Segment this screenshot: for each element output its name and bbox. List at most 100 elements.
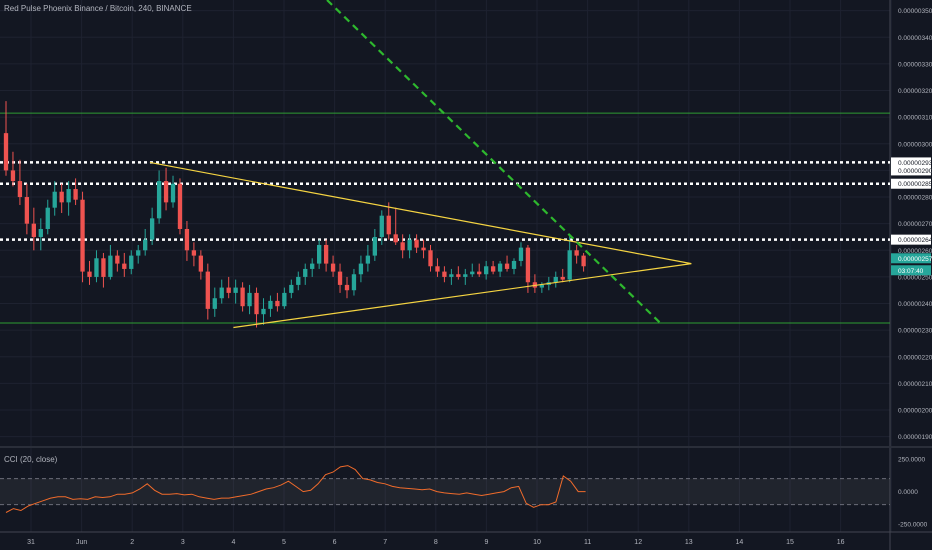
price-tick-label: 0.00000340 bbox=[898, 35, 932, 42]
candle bbox=[386, 215, 391, 235]
candle bbox=[45, 207, 50, 229]
candle bbox=[344, 284, 350, 291]
candle bbox=[3, 133, 9, 171]
price-tick-label: 0.00000250 bbox=[898, 274, 932, 281]
candle bbox=[330, 263, 336, 272]
candle bbox=[191, 250, 197, 256]
candle bbox=[567, 250, 572, 280]
candle bbox=[268, 300, 273, 309]
candle bbox=[323, 244, 329, 264]
candle bbox=[177, 183, 183, 229]
candle bbox=[470, 271, 475, 275]
candle bbox=[428, 250, 433, 267]
time-tick-label: 3 bbox=[181, 539, 185, 546]
time-tick-label: 10 bbox=[533, 539, 541, 546]
candle bbox=[289, 284, 294, 293]
candle bbox=[66, 189, 71, 203]
candle bbox=[163, 181, 169, 203]
time-tick-label: 15 bbox=[786, 539, 794, 546]
triangle-lower-line bbox=[233, 263, 692, 329]
candle bbox=[261, 308, 266, 315]
candle bbox=[303, 268, 308, 277]
price-badge bbox=[891, 234, 931, 245]
price-badge-label: 0.00000293 bbox=[898, 160, 932, 167]
candle bbox=[525, 247, 531, 283]
candle bbox=[87, 271, 92, 277]
time-tick-label: 12 bbox=[634, 539, 642, 546]
candle bbox=[205, 271, 210, 309]
candle bbox=[407, 239, 412, 251]
price-tick-label: 0.00000200 bbox=[898, 408, 932, 415]
candle bbox=[80, 199, 85, 272]
candle bbox=[477, 271, 482, 275]
time-tick-label: 6 bbox=[333, 539, 337, 546]
candle bbox=[560, 276, 565, 280]
candle bbox=[156, 181, 162, 219]
price-tick-label: 0.00000260 bbox=[898, 248, 932, 255]
candle bbox=[421, 247, 426, 251]
candle bbox=[129, 255, 134, 269]
candle bbox=[38, 228, 43, 237]
candle bbox=[463, 274, 468, 277]
candle bbox=[574, 250, 579, 256]
trend-line bbox=[326, 0, 661, 323]
time-tick-label: 14 bbox=[736, 539, 744, 546]
candle bbox=[442, 271, 447, 277]
candle bbox=[497, 263, 503, 272]
candle bbox=[504, 263, 510, 269]
candle bbox=[170, 183, 176, 203]
price-badge bbox=[891, 165, 931, 176]
price-tick-label: 0.00000330 bbox=[898, 61, 932, 68]
price-tick-label: 0.00000350 bbox=[898, 8, 932, 15]
time-tick-label: 5 bbox=[282, 539, 286, 546]
time-tick-label: 9 bbox=[484, 539, 488, 546]
candle bbox=[379, 215, 384, 237]
candle bbox=[358, 263, 364, 275]
candle bbox=[24, 197, 30, 224]
price-badge-label: 0.00000290 bbox=[898, 168, 932, 175]
price-badge bbox=[891, 178, 931, 189]
time-tick-label: 2 bbox=[130, 539, 134, 546]
candle bbox=[282, 292, 287, 307]
candle bbox=[149, 218, 155, 240]
time-tick-label: 31 bbox=[27, 539, 35, 546]
candle bbox=[337, 271, 343, 285]
candle bbox=[456, 274, 461, 277]
price-tick-label: 0.00000230 bbox=[898, 328, 932, 335]
cci-tick-label: 0.0000 bbox=[898, 489, 918, 496]
candle bbox=[17, 181, 23, 198]
chart-title: Red Pulse Phoenix Binance / Bitcoin, 240… bbox=[4, 4, 192, 13]
candle bbox=[310, 263, 315, 269]
price-badge-label: 0.00000285 bbox=[898, 181, 932, 188]
cci-tick-label: -250.0000 bbox=[898, 522, 928, 529]
candle bbox=[240, 287, 245, 307]
price-tick-label: 0.00000270 bbox=[898, 221, 932, 228]
time-tick-label: Jun bbox=[76, 539, 87, 546]
candle bbox=[143, 239, 148, 251]
price-tick-label: 0.00000300 bbox=[898, 141, 932, 148]
candle bbox=[511, 260, 517, 269]
candle bbox=[449, 274, 454, 277]
price-tick-label: 0.00000280 bbox=[898, 195, 932, 202]
candle bbox=[233, 287, 238, 293]
candle bbox=[372, 236, 377, 256]
candle bbox=[73, 189, 78, 200]
price-tick-label: 0.00000320 bbox=[898, 88, 932, 95]
candle bbox=[226, 287, 231, 293]
cci-band-fill bbox=[0, 478, 890, 505]
time-tick-label: 16 bbox=[837, 539, 845, 546]
price-badge bbox=[891, 253, 931, 264]
candle bbox=[400, 242, 405, 251]
candle bbox=[52, 191, 57, 208]
candle bbox=[247, 292, 252, 307]
candle bbox=[59, 191, 64, 203]
candle bbox=[490, 266, 496, 272]
candle bbox=[198, 255, 204, 272]
candle bbox=[275, 300, 280, 307]
cci-tick-label: 250.0000 bbox=[898, 457, 925, 464]
candle bbox=[316, 244, 322, 264]
candle bbox=[365, 255, 371, 264]
cci-label: CCI (20, close) bbox=[4, 455, 58, 464]
price-tick-label: 0.00000210 bbox=[898, 381, 932, 388]
